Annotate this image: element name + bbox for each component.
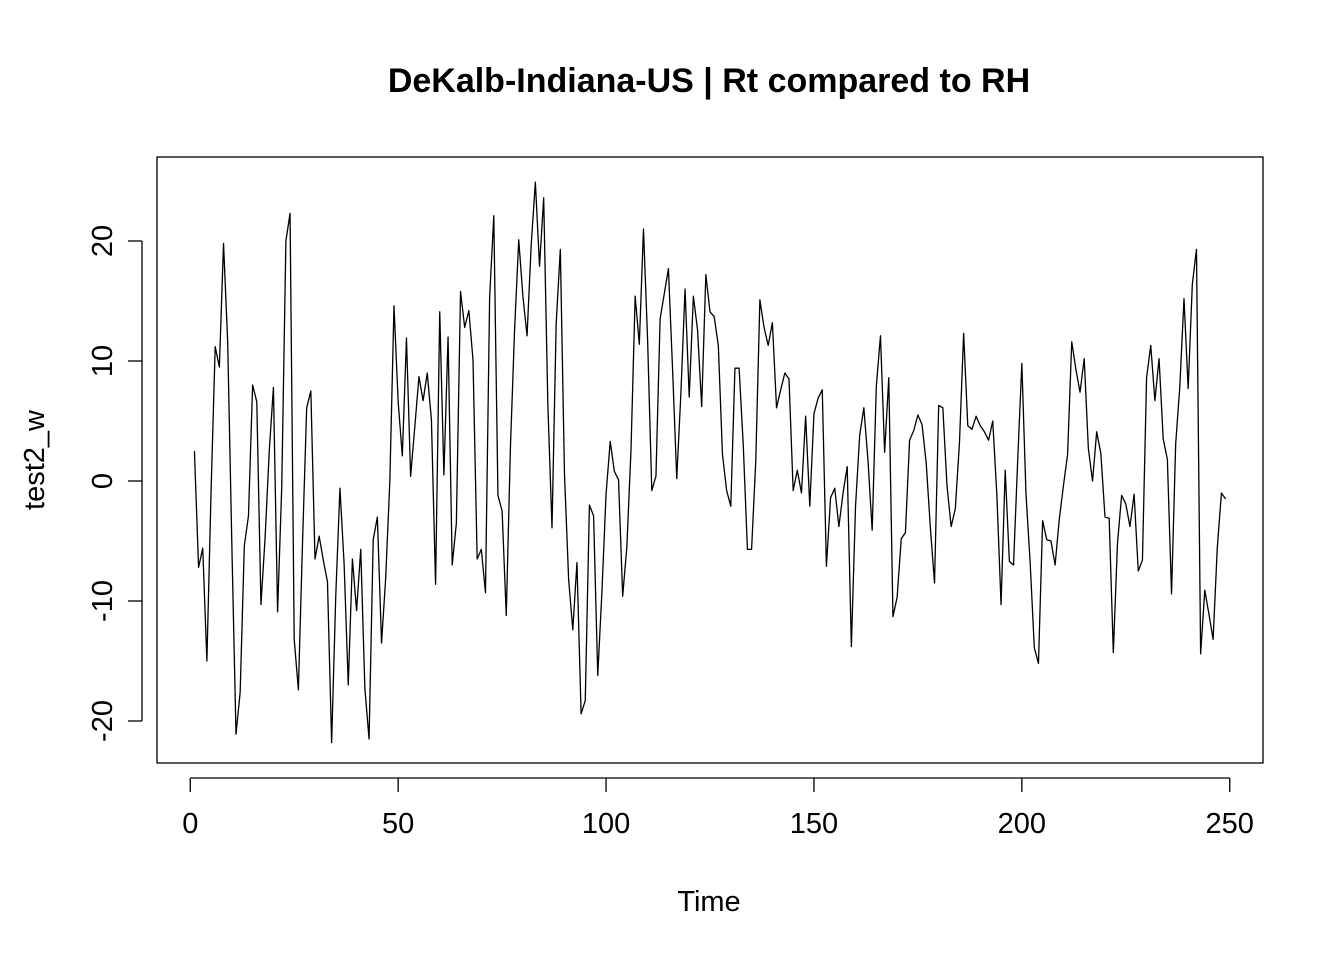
y-axis: -20 -10 0 10 20 bbox=[87, 225, 143, 742]
x-axis: 0 50 100 150 200 250 bbox=[182, 777, 1254, 840]
x-tick-label: 200 bbox=[998, 808, 1046, 840]
x-tick-label: 100 bbox=[582, 808, 630, 840]
x-tick-label: 150 bbox=[790, 808, 838, 840]
y-tick-label: 10 bbox=[87, 345, 119, 377]
plot-frame bbox=[156, 156, 1264, 764]
series-line bbox=[193, 181, 1227, 744]
x-tick-label: 0 bbox=[182, 808, 198, 840]
y-axis-label: test2_w bbox=[19, 409, 51, 510]
y-tick-label: -10 bbox=[87, 580, 119, 622]
x-tick-label: 250 bbox=[1206, 808, 1254, 840]
y-tick-label: 20 bbox=[87, 225, 119, 257]
x-axis-label: Time bbox=[677, 886, 740, 918]
x-tick-label: 50 bbox=[382, 808, 414, 840]
y-tick-label: 0 bbox=[87, 473, 119, 489]
chart-title: DeKalb-Indiana-US | Rt compared to RH bbox=[388, 62, 1030, 100]
y-tick-label: -20 bbox=[87, 700, 119, 742]
